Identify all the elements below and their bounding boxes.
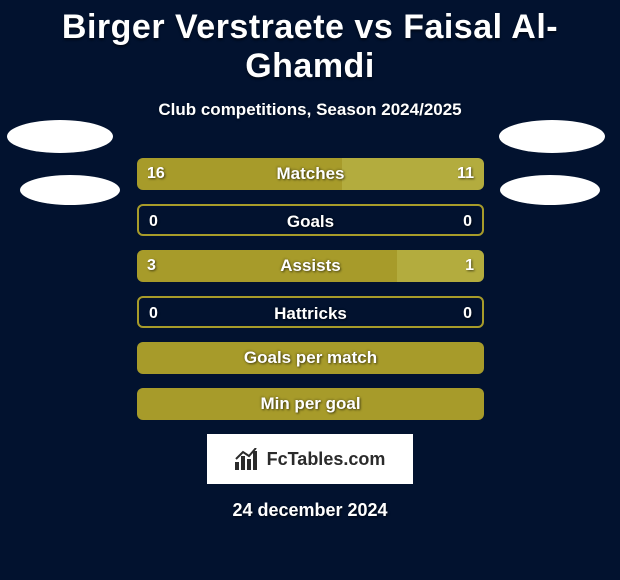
value-right: 0 [463, 206, 472, 236]
bar-right [342, 158, 484, 190]
value-right: 0 [463, 298, 472, 328]
stat-row: 0 0Hattricks [0, 296, 620, 328]
value-left: 0 [149, 206, 158, 236]
bar-track: 0 0Goals [137, 204, 484, 236]
photo-placeholder-1 [7, 120, 113, 153]
stat-label: Goals [139, 206, 482, 236]
subtitle: Club competitions, Season 2024/2025 [0, 100, 620, 120]
bar-track: Min per goal [137, 388, 484, 420]
bar-track: 31Assists [137, 250, 484, 282]
bar-left [137, 388, 484, 420]
bar-track: Goals per match [137, 342, 484, 374]
logo-band: FcTables.com [207, 434, 413, 484]
bar-right [397, 250, 484, 282]
stat-label: Hattricks [139, 298, 482, 328]
value-left: 0 [149, 298, 158, 328]
stat-row: Min per goal [0, 388, 620, 420]
bar-track: 1611Matches [137, 158, 484, 190]
page-title: Birger Verstraete vs Faisal Al-Ghamdi [0, 0, 620, 86]
stat-row: Goals per match [0, 342, 620, 374]
bar-left [137, 158, 342, 190]
date-text: 24 december 2024 [0, 500, 620, 521]
vs-text: vs [354, 8, 393, 46]
player1-name: Birger Verstraete [62, 8, 345, 46]
photo-placeholder-2 [20, 175, 120, 205]
bar-track: 0 0Hattricks [137, 296, 484, 328]
stat-row: 0 0Goals [0, 204, 620, 236]
photo-placeholder-4 [500, 175, 600, 205]
logo-text: FcTables.com [267, 449, 386, 470]
photo-placeholder-3 [499, 120, 605, 153]
stat-row: 31Assists [0, 250, 620, 282]
bar-left [137, 342, 484, 374]
fctables-logo-icon [235, 448, 261, 470]
bar-left [137, 250, 397, 282]
